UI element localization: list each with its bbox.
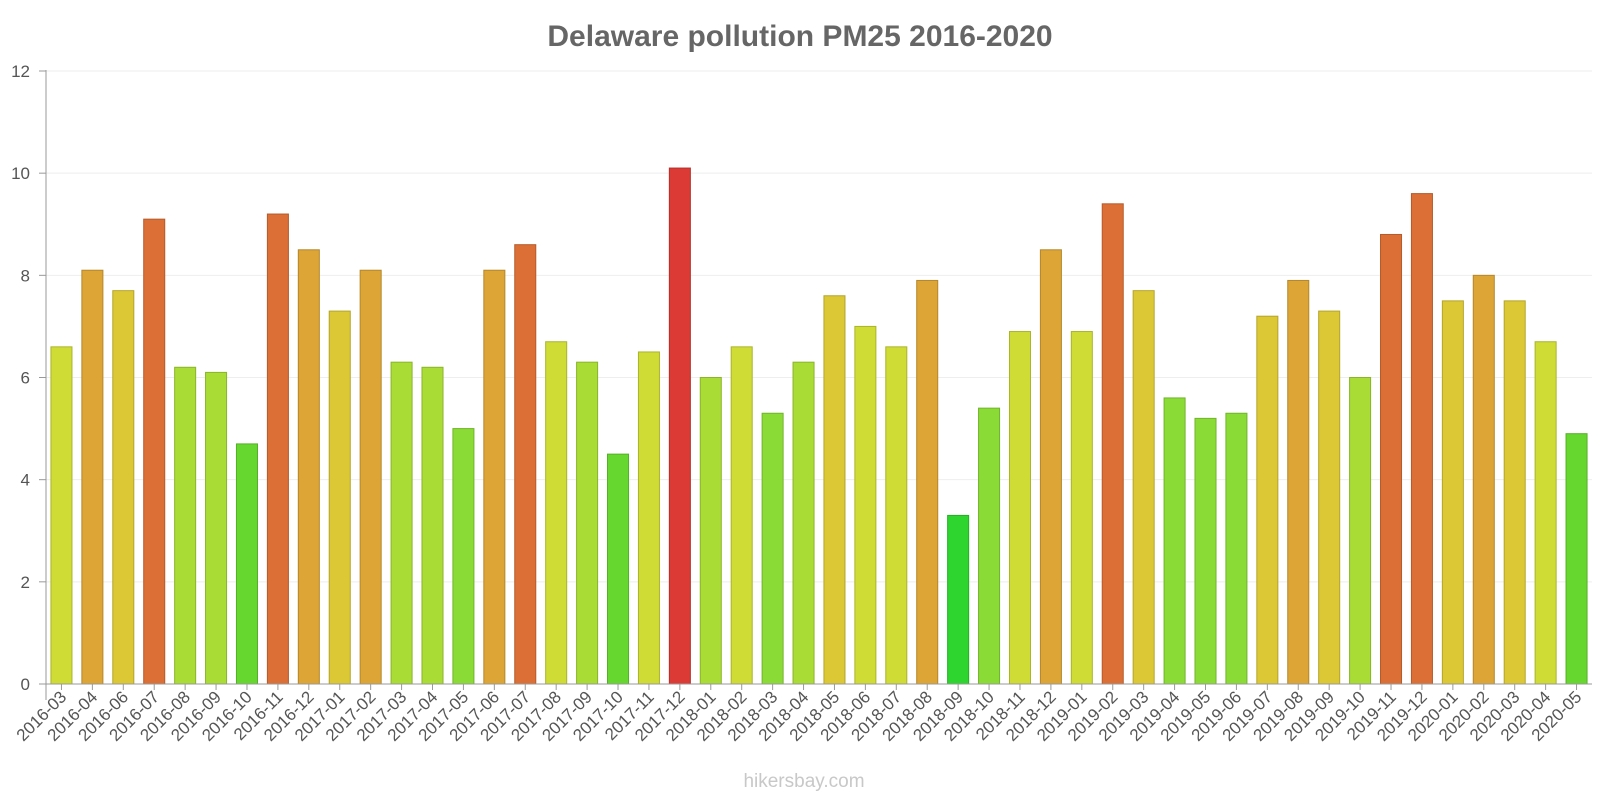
bar-2017-03[interactable]: [390, 361, 413, 685]
bar-2017-07[interactable]: [514, 244, 537, 685]
bar-2016-04[interactable]: [81, 269, 104, 685]
bar-2017-06[interactable]: [483, 269, 506, 685]
bar-2017-12[interactable]: [668, 167, 691, 685]
bar-2020-01[interactable]: [1441, 300, 1464, 685]
bar-2020-02[interactable]: [1472, 274, 1495, 685]
y-tick-label: 10: [11, 164, 30, 183]
y-tick-label: 12: [11, 62, 30, 81]
bar-2016-11[interactable]: [266, 213, 289, 685]
bar-2016-06[interactable]: [112, 290, 135, 685]
bar-2018-11[interactable]: [1008, 331, 1031, 685]
bar-2019-05[interactable]: [1194, 417, 1217, 685]
bar-2018-10[interactable]: [978, 407, 1001, 685]
bar-2016-08[interactable]: [174, 366, 197, 685]
bar-2018-05[interactable]: [823, 295, 846, 685]
bar-2016-12[interactable]: [297, 249, 320, 685]
bar-2018-03[interactable]: [761, 412, 784, 685]
bar-2019-02[interactable]: [1101, 203, 1124, 685]
bar-2017-01[interactable]: [328, 310, 351, 685]
bar-2016-03[interactable]: [50, 346, 73, 685]
bar-2019-09[interactable]: [1318, 310, 1341, 685]
bar-2017-10[interactable]: [607, 453, 630, 685]
bar-2019-07[interactable]: [1256, 315, 1279, 685]
bar-2019-01[interactable]: [1070, 331, 1093, 685]
bar-2019-04[interactable]: [1163, 397, 1186, 685]
bar-2016-07[interactable]: [143, 218, 166, 685]
y-axis-ticks: 0 2 4 6 8 10 12: [11, 62, 46, 694]
bar-2018-09[interactable]: [947, 514, 970, 685]
y-tick-label: 0: [21, 675, 30, 694]
bar-2018-02[interactable]: [730, 346, 753, 685]
bar-2017-08[interactable]: [545, 341, 568, 685]
y-tick-label: 4: [21, 471, 30, 490]
watermark-text: hikersbay.com: [743, 771, 864, 792]
bar-2019-12[interactable]: [1410, 193, 1433, 685]
axes: [45, 70, 1592, 700]
bar-2019-03[interactable]: [1132, 290, 1155, 685]
bar-2019-08[interactable]: [1287, 279, 1310, 685]
bar-2016-09[interactable]: [205, 371, 228, 685]
y-tick-label: 2: [21, 573, 30, 592]
bar-2017-04[interactable]: [421, 366, 444, 685]
y-tick-label: 8: [21, 266, 30, 285]
bar-2018-04[interactable]: [792, 361, 815, 685]
bar-2018-01[interactable]: [699, 377, 722, 685]
bar-2017-09[interactable]: [576, 361, 599, 685]
bar-2017-11[interactable]: [637, 351, 660, 685]
bar-2018-06[interactable]: [854, 325, 877, 685]
bar-2017-05[interactable]: [452, 428, 475, 685]
bar-2019-11[interactable]: [1380, 233, 1403, 685]
bar-2019-10[interactable]: [1349, 377, 1372, 685]
bar-2020-04[interactable]: [1534, 341, 1557, 685]
bar-2018-12[interactable]: [1039, 249, 1062, 685]
bar-2018-07[interactable]: [885, 346, 908, 685]
bar-2017-02[interactable]: [359, 269, 382, 685]
bar-2020-05[interactable]: [1565, 433, 1588, 685]
x-axis-ticks: 2016-032016-042016-062016-072016-082016-…: [13, 684, 1585, 745]
bar-2019-06[interactable]: [1225, 412, 1248, 685]
chart-title: Delaware pollution PM25 2016-2020: [547, 20, 1052, 53]
bars: [50, 167, 1588, 685]
bar-2018-08[interactable]: [916, 279, 939, 685]
bar-2020-03[interactable]: [1503, 300, 1526, 685]
bar-2016-10[interactable]: [235, 443, 258, 685]
y-tick-label: 6: [21, 369, 30, 388]
